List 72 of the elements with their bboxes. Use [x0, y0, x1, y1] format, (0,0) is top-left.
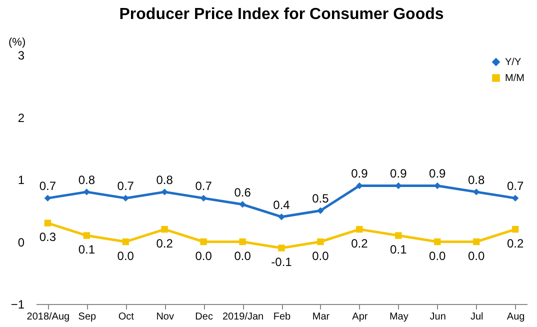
point: [434, 182, 441, 190]
point: [434, 238, 441, 246]
point: [278, 213, 285, 220]
data-label: 0.9: [390, 166, 408, 181]
point: [161, 226, 168, 233]
data-label: 0.3: [39, 230, 56, 244]
point: [44, 220, 52, 226]
data-label: 0.2: [156, 236, 174, 250]
x-tick-label: Jul: [470, 312, 484, 322]
point: [83, 232, 90, 239]
x-tick-label: Sep: [78, 312, 96, 322]
y-tick-label: 1: [18, 173, 25, 187]
data-label: 0.0: [429, 248, 446, 263]
data-label: 0.7: [506, 179, 524, 194]
data-label: 0.9: [429, 166, 446, 181]
x-tick-label: Nov: [156, 312, 174, 322]
x-tick-label: Jun: [430, 312, 446, 322]
data-label: 0.2: [351, 236, 368, 250]
data-label: 0.2: [506, 236, 524, 250]
data-label: -0.1: [271, 254, 292, 269]
point: [317, 207, 324, 214]
data-label: 0.8: [78, 172, 96, 187]
x-tick-label: Dec: [195, 312, 213, 322]
x-tick-label: Mar: [312, 312, 330, 322]
x-tick-label: Feb: [273, 312, 292, 322]
data-label: 0.5: [312, 192, 330, 206]
data-label: 0.7: [39, 179, 56, 194]
x-tick-label: 2018/Aug: [26, 312, 70, 322]
x-tick-label: May: [389, 312, 408, 322]
chart-title: Producer Price Index for Consumer Goods: [119, 6, 444, 23]
data-label: 0.8: [468, 172, 486, 187]
y-tick-label: 0: [18, 235, 25, 250]
point: [472, 238, 480, 246]
y-tick-label: −1: [10, 298, 25, 312]
data-label: 0.7: [195, 179, 212, 194]
x-tick-label: 2019/Jan: [222, 312, 264, 322]
point: [122, 238, 129, 246]
legend-label: Y/Y: [505, 57, 522, 68]
y-tick-label: 3: [18, 48, 25, 62]
data-label: 0.1: [390, 242, 408, 257]
point: [161, 188, 168, 196]
point: [239, 201, 246, 208]
data-label: 0.1: [78, 242, 96, 257]
point: [317, 238, 324, 246]
y-tick-label: 2: [18, 110, 25, 125]
data-label: 0.0: [234, 248, 252, 263]
data-label: 0.0: [468, 248, 486, 263]
data-label: 0.7: [117, 179, 134, 194]
point: [200, 194, 207, 202]
data-label: 0.9: [351, 166, 368, 181]
data-label: 0.0: [195, 248, 212, 263]
data-label: 0.6: [234, 185, 252, 200]
point: [512, 194, 519, 202]
x-tick-label: Oct: [118, 312, 134, 322]
point: [512, 226, 519, 233]
point: [472, 188, 480, 196]
data-label: 0.4: [273, 198, 290, 212]
point: [356, 226, 363, 233]
point: [83, 188, 90, 196]
data-label: 0.0: [117, 248, 134, 263]
data-label: 0.8: [156, 172, 174, 187]
point: [278, 244, 285, 252]
x-tick-label: Aug: [506, 312, 525, 322]
y-axis-title: (%): [8, 36, 26, 48]
legend-label: M/M: [505, 73, 524, 84]
point: [122, 194, 129, 202]
point: [200, 238, 207, 246]
point: [395, 232, 402, 239]
point: [239, 238, 246, 246]
data-label: 0.0: [312, 248, 330, 263]
x-tick-label: Apr: [352, 312, 368, 322]
point: [44, 194, 52, 202]
